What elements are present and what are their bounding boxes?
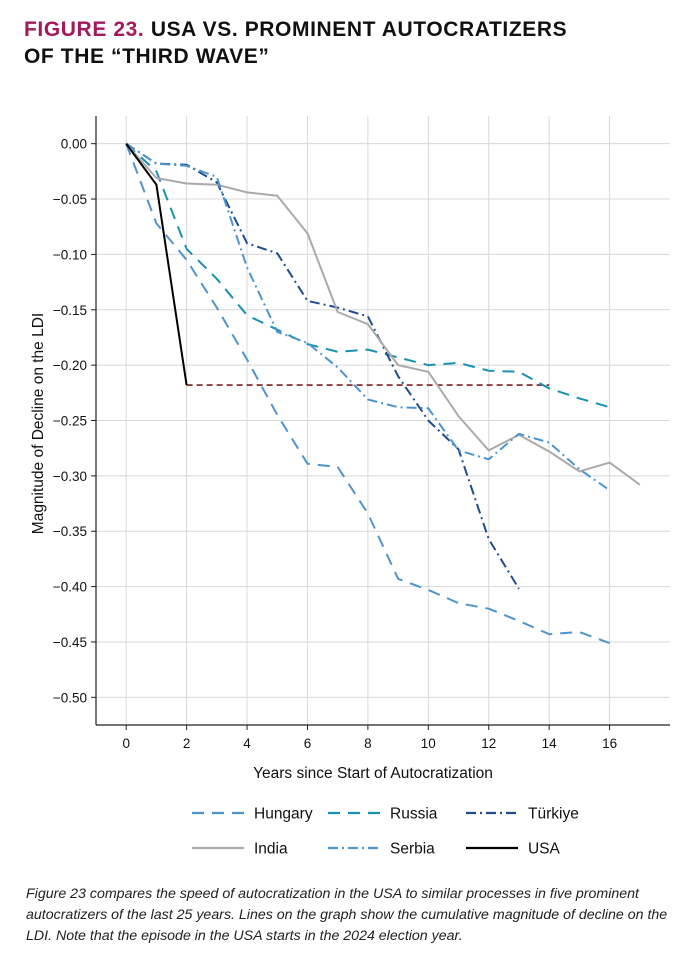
legend-label-india: India	[254, 841, 288, 858]
legend-label-serbia: Serbia	[390, 841, 435, 858]
x-axis-title: Years since Start of Autocratization	[253, 765, 493, 782]
x-tick-label: 12	[481, 736, 496, 751]
y-tick-label: −0.05	[53, 192, 87, 207]
x-tick-label: 4	[243, 736, 251, 751]
legend-label-russia: Russia	[390, 806, 438, 823]
x-tick-label: 6	[304, 736, 312, 751]
x-tick-label: 8	[364, 736, 372, 751]
y-tick-label: −0.40	[53, 580, 87, 595]
x-tick-label: 14	[542, 736, 558, 751]
series-line-russia	[125, 142, 610, 409]
chart-container: 0.00 −0.05 −0.10 −0.15 −0.20 −0.25 −0.30 −0.35 −…	[30, 116, 670, 858]
figure-title-text: USA VS. PROMINENT AUTOCRATIZERS	[150, 18, 568, 41]
y-tick-label: −0.45	[53, 635, 87, 650]
figure-title: FIGURE 23. USA VS. PROMINENT AUTOCRATIZE…	[24, 16, 664, 70]
line-chart: 0.00 −0.05 −0.10 −0.15 −0.20 −0.25 −0.30 −0.35 −…	[30, 116, 670, 858]
y-tick-label: −0.25	[53, 414, 87, 429]
figure-title-line-1: FIGURE 23. USA VS. PROMINENT AUTOCRATIZE…	[24, 16, 664, 43]
y-tick-label: 0.00	[61, 137, 87, 152]
y-tick-label: −0.20	[53, 358, 87, 373]
series-line-usa	[125, 143, 188, 386]
figure-label: FIGURE 23.	[24, 18, 145, 41]
y-tick-label: −0.30	[53, 469, 87, 484]
figure-caption: Figure 23 compares the speed of autocrat…	[26, 886, 668, 944]
series-line-serbia	[125, 142, 611, 492]
x-tick-label: 2	[183, 736, 191, 751]
y-tick-label: −0.10	[53, 247, 87, 262]
x-tick-label: 10	[421, 736, 436, 751]
series-line-hungary	[125, 143, 610, 645]
x-tick-label: 16	[602, 736, 617, 751]
legend-label-turkiye: Türkiye	[528, 806, 579, 823]
x-tick-label: 0	[122, 736, 130, 751]
series-line-india	[125, 143, 641, 486]
figure-title-line-2: OF THE “THIRD WAVE”	[24, 45, 270, 68]
y-tick-label: −0.50	[53, 690, 87, 705]
y-tick-label: −0.35	[53, 524, 87, 539]
y-axis-title: Magnitude of Decline on the LDI	[30, 313, 47, 534]
series-line-turkiye	[125, 142, 520, 590]
legend-label-hungary: Hungary	[254, 806, 313, 823]
legend-label-usa: USA	[528, 841, 561, 858]
y-tick-label: −0.15	[53, 303, 87, 318]
